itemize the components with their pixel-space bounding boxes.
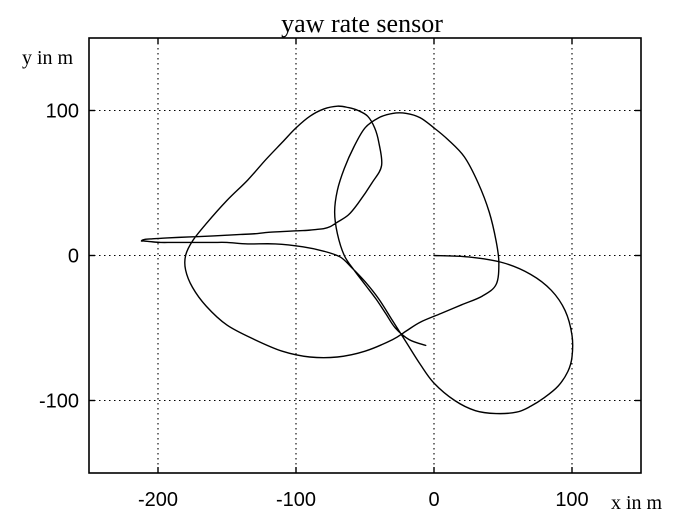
x-tick-label: 100 [555, 489, 588, 511]
y-tick-label: 0 [68, 246, 79, 268]
data-layer [140, 105, 574, 415]
tick-labels: -200 -100 0 100 -100 0 100 [39, 101, 589, 512]
plot-frame [88, 37, 642, 474]
x-axis-label: x in m [611, 492, 663, 514]
y-tick-label: -100 [39, 391, 79, 413]
grid-lines [89, 38, 641, 473]
x-tick-label: 0 [428, 489, 439, 511]
x-tick-label: -200 [138, 489, 178, 511]
trajectory-line [140, 105, 574, 415]
chart-title: yaw rate sensor [281, 9, 443, 38]
x-tick-label: -100 [276, 489, 316, 511]
y-axis-label: y in m [22, 47, 74, 69]
y-tick-label: 100 [46, 101, 79, 123]
axis-ticks [89, 38, 641, 473]
